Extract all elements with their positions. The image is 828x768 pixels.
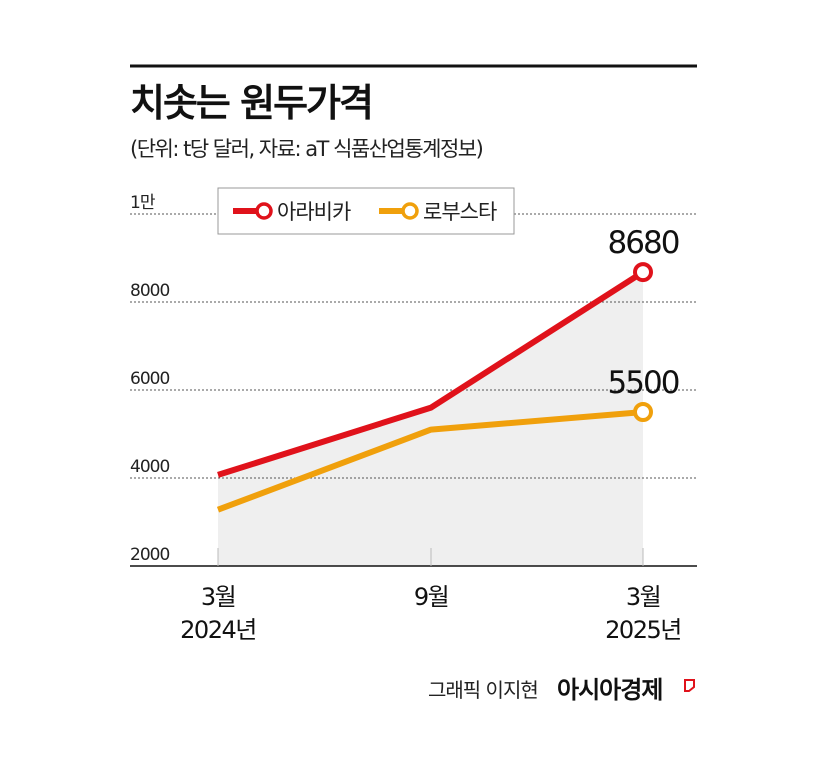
y-tick-label: 2000 bbox=[130, 545, 169, 565]
shaded-area bbox=[218, 272, 643, 566]
series-line bbox=[217, 269, 645, 478]
y-tick-label: 8000 bbox=[130, 281, 169, 301]
legend-label: 아라비카 bbox=[277, 200, 351, 224]
brand-logo: 아시아경제 bbox=[557, 676, 662, 704]
data-label: 5500 bbox=[608, 365, 679, 401]
x-tick-label: 9월 bbox=[414, 583, 448, 611]
chart-subtitle: (단위: t당 달러, 자료: aT 식품산업통계정보) bbox=[130, 137, 483, 161]
end-point-marker bbox=[633, 262, 653, 283]
x-tick-label: 3월 bbox=[626, 583, 660, 611]
y-tick-label: 4000 bbox=[130, 457, 169, 477]
y-tick-label: 1만 bbox=[130, 193, 156, 213]
credit: 그래픽 이지현 bbox=[428, 678, 538, 702]
x-tick-label: 2024년 bbox=[180, 616, 256, 644]
legend-marker bbox=[401, 202, 419, 220]
x-tick-label: 2025년 bbox=[605, 616, 681, 644]
series-line bbox=[216, 409, 644, 513]
y-tick-label: 6000 bbox=[130, 369, 169, 389]
brand-mark-icon bbox=[684, 679, 695, 692]
legend-label: 로부스타 bbox=[423, 200, 497, 224]
legend: 아라비카 로부스타 bbox=[217, 187, 515, 235]
end-point-marker bbox=[633, 402, 653, 422]
x-tick-label: 3월 bbox=[201, 583, 235, 611]
data-label: 8680 bbox=[608, 225, 679, 261]
chart-title: 치솟는 원두가격 bbox=[130, 81, 372, 125]
legend-marker bbox=[255, 202, 273, 220]
